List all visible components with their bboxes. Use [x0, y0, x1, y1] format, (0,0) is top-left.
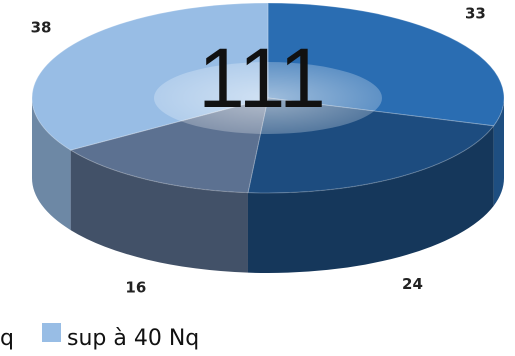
legend-text-q: q: [0, 326, 14, 351]
pie-slice-side-38: [32, 98, 71, 231]
pie-slice-side-16: [70, 150, 248, 273]
slice-label-33: 33: [465, 4, 486, 22]
slice-label-16: 16: [125, 278, 146, 296]
pie-slice-side-24: [247, 125, 494, 274]
total-label: 111: [198, 31, 326, 125]
legend-swatch-sup-40: [42, 323, 61, 342]
slice-labels: 33 24 16 38: [31, 4, 486, 296]
legend-text-sup-40: sup à 40 Nq: [67, 326, 199, 351]
center-highlight: [154, 62, 382, 134]
pie-slice-side-33: [493, 98, 504, 206]
slice-label-38: 38: [31, 18, 52, 36]
slice-label-24: 24: [402, 275, 423, 293]
legend: q sup à 40 Nq: [0, 323, 199, 351]
pie-sides: [32, 98, 504, 274]
